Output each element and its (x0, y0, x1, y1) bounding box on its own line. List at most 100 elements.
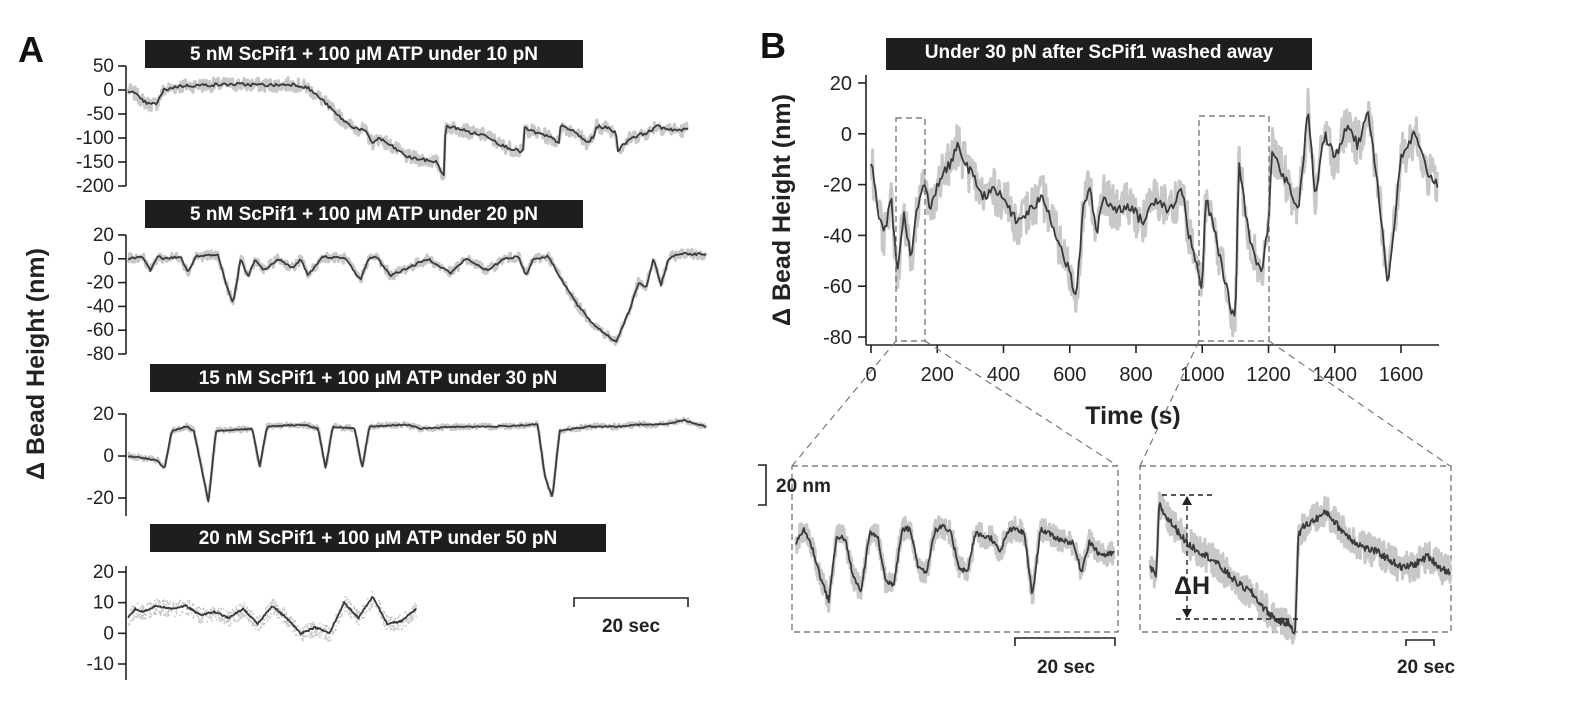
a4-raw-point (270, 603, 273, 605)
a4-raw-point (246, 617, 248, 619)
a4-raw-point (237, 618, 240, 621)
a4-raw-point (172, 605, 175, 607)
a4-raw-point (177, 602, 180, 605)
a4-raw-point (229, 624, 231, 627)
a4-raw-point (146, 603, 149, 605)
a4-raw-point (380, 617, 383, 619)
a4-raw-point (242, 615, 244, 617)
a4-raw-point (388, 619, 391, 621)
a4-raw-point (362, 616, 364, 619)
a4-raw-point (310, 623, 312, 625)
a4-raw-point (298, 634, 300, 637)
a4-raw-point (251, 622, 253, 624)
a4-raw-point (221, 618, 223, 620)
a4-raw-point (233, 618, 236, 620)
a4-raw-point (287, 622, 289, 624)
a4-raw-point (182, 602, 184, 604)
a4-raw-point (296, 625, 299, 627)
a4-raw-point (164, 614, 167, 616)
a4-raw-point (213, 612, 215, 615)
a3-y-tick-label: 20 (93, 404, 114, 425)
a4-raw-point (235, 608, 237, 611)
a4-raw-point (179, 600, 181, 602)
a4-raw-point (350, 607, 353, 610)
a4-raw-point (318, 634, 320, 637)
a4-raw-point (386, 615, 389, 618)
b-inset2-series-line (1149, 502, 1451, 635)
a4-raw-point (385, 618, 387, 620)
a4-raw-point (386, 620, 388, 622)
a4-raw-point (175, 604, 178, 607)
a4-raw-point (311, 636, 313, 639)
a4-raw-point (187, 612, 190, 615)
a4-raw-point (199, 618, 202, 621)
a4-raw-point (404, 611, 407, 614)
a4-raw-point (136, 613, 138, 615)
a4-raw-point (132, 614, 135, 617)
a4-raw-point (406, 620, 408, 623)
a4-raw-point (167, 611, 170, 613)
a4-raw-point (410, 616, 412, 618)
a4-raw-point (380, 607, 383, 609)
a4-raw-point (310, 631, 313, 634)
a4-raw-point (228, 625, 230, 627)
b-x-axis-title: Time (s) (1085, 402, 1180, 430)
a1-title: 5 nM ScPif1 + 100 µM ATP under 10 pN (190, 44, 538, 65)
a4-raw-point (378, 613, 381, 615)
a4-raw-point (349, 600, 351, 603)
a4-y-tick-label: -10 (87, 654, 114, 675)
a4-raw-point (145, 611, 147, 613)
a4-raw-point (192, 616, 194, 619)
a4-raw-point (236, 620, 239, 622)
a4-y-tick-label: 0 (103, 623, 114, 644)
a4-raw-point (306, 635, 309, 638)
a4-raw-point (412, 614, 414, 617)
a4-raw-point (288, 624, 290, 626)
a4-raw-point (370, 603, 373, 606)
a4-raw-point (228, 619, 230, 622)
a4-raw-point (263, 623, 265, 626)
a4-raw-point (278, 608, 280, 610)
a4-raw-point (301, 639, 304, 641)
b-y-axis-title: Δ Bead Height (nm) (768, 94, 796, 326)
a4-raw-point (405, 620, 407, 622)
b-x-tick-label: 200 (921, 364, 954, 386)
a4-raw-point (177, 603, 179, 606)
a4-raw-point (220, 608, 222, 610)
a4-raw-point (280, 615, 283, 618)
a2-y-tick-label: 0 (103, 249, 114, 270)
a4-raw-point (175, 610, 177, 613)
a4-raw-point (163, 599, 165, 602)
a4-raw-point (230, 612, 233, 614)
b-dh-label: ΔH (1174, 572, 1210, 600)
a4-raw-point (332, 622, 334, 624)
a4-raw-point (192, 603, 194, 605)
a4-raw-point (415, 615, 417, 617)
a4-raw-point (256, 624, 259, 627)
a4-raw-point (186, 608, 189, 611)
a4-raw-point (241, 614, 243, 617)
a4-raw-point (269, 615, 272, 618)
a4-raw-point (158, 602, 160, 605)
a4-raw-point (303, 626, 306, 629)
a4-raw-point (197, 616, 200, 619)
a4-raw-point (411, 616, 413, 619)
a4-raw-point (157, 606, 159, 609)
a4-raw-point (276, 614, 278, 616)
a4-raw-point (153, 612, 155, 615)
a4-raw-point (224, 621, 226, 624)
a4-raw-point (325, 638, 328, 640)
a4-raw-point (319, 623, 321, 625)
a4-raw-point (142, 618, 145, 620)
b-inset2-raw-trace (1148, 491, 1452, 645)
a3-raw-trace (127, 416, 708, 501)
a4-raw-point (325, 634, 327, 636)
a4-raw-point (264, 622, 266, 625)
a4-raw-point (251, 610, 253, 613)
a4-raw-point (167, 613, 169, 615)
a4-raw-point (271, 599, 274, 602)
a4-raw-point (240, 615, 242, 618)
a4-raw-point (388, 616, 390, 619)
a4-raw-point (326, 638, 329, 640)
b-series-line (870, 111, 1439, 317)
